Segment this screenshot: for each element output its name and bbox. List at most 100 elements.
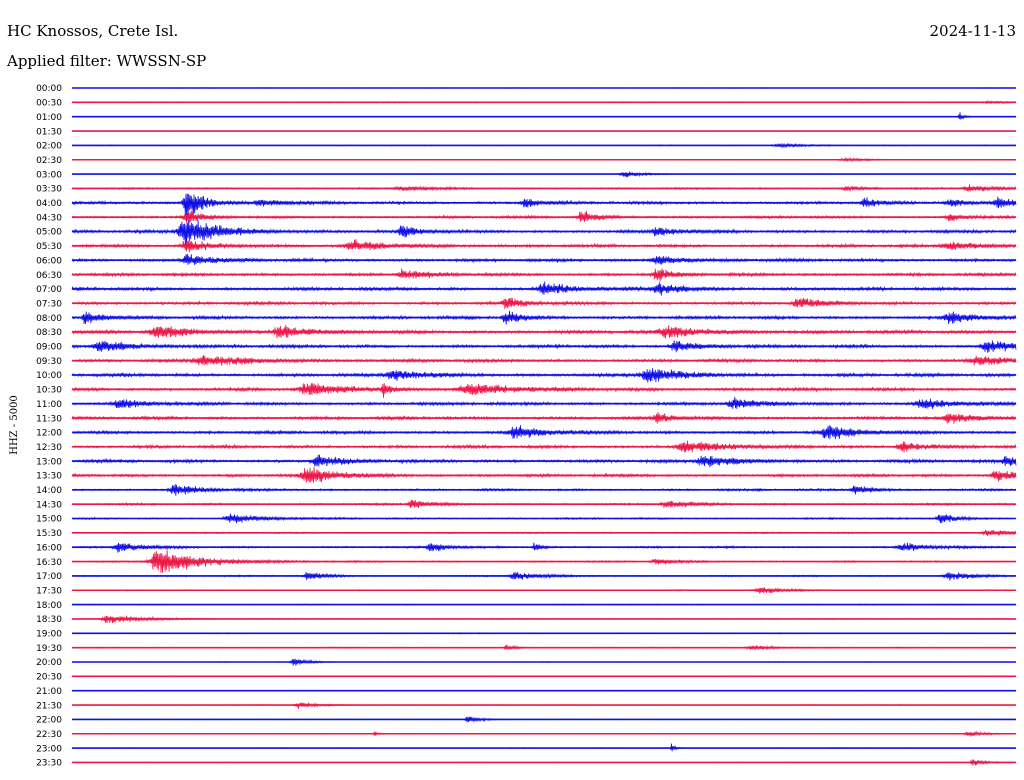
seismic-trace <box>71 454 1017 468</box>
time-tick-label: 06:00 <box>36 256 62 266</box>
seismic-trace <box>71 340 1017 353</box>
time-tick-label: 02:00 <box>36 142 62 152</box>
time-tick-label: 21:30 <box>36 701 62 711</box>
time-tick-label: 19:00 <box>36 630 62 640</box>
seismic-trace <box>71 156 1017 163</box>
time-tick-label: 20:00 <box>36 658 62 668</box>
time-tick-label: 09:30 <box>36 357 62 367</box>
seismic-trace <box>71 716 1017 723</box>
seismic-trace <box>71 355 1017 366</box>
seismic-trace <box>71 87 1017 89</box>
time-tick-label: 11:30 <box>36 414 62 424</box>
seismic-trace <box>71 425 1017 440</box>
seismic-trace <box>71 440 1017 453</box>
time-tick-label: 16:00 <box>36 543 62 553</box>
time-tick-label: 19:30 <box>36 644 62 654</box>
seismic-trace <box>71 730 1017 737</box>
time-tick-label: 10:30 <box>36 386 62 396</box>
time-tick-label: 17:30 <box>36 586 62 596</box>
seismic-trace <box>71 549 1017 573</box>
time-tick-label: 17:00 <box>36 572 62 582</box>
time-tick-label: 05:30 <box>36 242 62 252</box>
time-tick-label: 04:30 <box>36 213 62 223</box>
seismic-trace <box>71 529 1017 536</box>
seismic-trace <box>71 466 1017 483</box>
seismic-trace <box>71 675 1017 678</box>
time-tick-label: 02:30 <box>36 156 62 166</box>
seismic-trace <box>71 499 1017 509</box>
time-tick-label: 01:00 <box>36 113 62 123</box>
time-tick-label: 10:00 <box>36 371 62 381</box>
seismic-trace <box>71 396 1017 410</box>
seismic-trace <box>71 193 1017 219</box>
time-tick-label: 15:00 <box>36 515 62 525</box>
time-tick-label: 08:00 <box>36 314 62 324</box>
seismic-trace <box>71 615 1017 624</box>
time-tick-label: 23:00 <box>36 744 62 754</box>
seismic-trace <box>71 759 1017 766</box>
trace-rows: 00:00 00:30 01:00 01:30 02:00 02:30 03:00 03:30… <box>36 84 1017 769</box>
time-tick-label: 22:30 <box>36 730 62 740</box>
time-tick-label: 12:00 <box>36 429 62 439</box>
time-tick-label: 09:00 <box>36 343 62 353</box>
time-tick-label: 07:30 <box>36 299 62 309</box>
seismic-trace <box>71 239 1017 253</box>
seismic-trace <box>71 219 1017 246</box>
filter-subtitle: Applied filter: WWSSN-SP <box>6 52 206 70</box>
seismic-trace <box>71 411 1017 424</box>
seismic-trace <box>71 702 1017 709</box>
time-tick-label: 06:30 <box>36 271 62 281</box>
seismic-trace <box>71 99 1017 105</box>
time-tick-label: 16:30 <box>36 558 62 568</box>
time-tick-label: 21:00 <box>36 687 62 697</box>
seismic-trace <box>71 324 1017 339</box>
seismic-trace <box>71 130 1017 132</box>
seismic-trace <box>71 184 1017 192</box>
time-tick-label: 08:30 <box>36 328 62 338</box>
time-tick-label: 15:30 <box>36 529 62 539</box>
time-tick-label: 00:30 <box>36 99 62 109</box>
seismic-trace <box>71 281 1017 296</box>
time-tick-label: 14:30 <box>36 500 62 510</box>
y-axis-label: HHZ - 5000 <box>9 395 20 455</box>
time-tick-label: 03:30 <box>36 185 62 195</box>
time-tick-label: 18:00 <box>36 601 62 611</box>
time-tick-label: 22:00 <box>36 716 62 726</box>
time-tick-label: 03:00 <box>36 170 62 180</box>
time-tick-label: 18:30 <box>36 615 62 625</box>
time-tick-label: 05:00 <box>36 228 62 238</box>
seismic-trace <box>71 310 1017 325</box>
seismic-trace <box>71 571 1017 581</box>
time-tick-label: 00:00 <box>36 84 62 94</box>
seismic-trace <box>71 644 1017 651</box>
seismic-trace <box>71 658 1017 666</box>
seismic-trace <box>71 368 1017 383</box>
time-tick-label: 04:00 <box>36 199 62 209</box>
time-tick-label: 13:00 <box>36 457 62 467</box>
seismic-trace <box>71 689 1017 692</box>
time-tick-label: 01:30 <box>36 127 62 137</box>
time-tick-label: 07:00 <box>36 285 62 295</box>
seismic-trace <box>71 383 1017 398</box>
time-tick-label: 11:00 <box>36 400 62 410</box>
time-tick-label: 20:30 <box>36 673 62 683</box>
seismic-trace <box>71 171 1017 178</box>
seismic-trace <box>71 484 1017 496</box>
seismic-trace <box>71 268 1017 282</box>
time-tick-label: 14:00 <box>36 486 62 496</box>
time-tick-label: 12:30 <box>36 443 62 453</box>
seismic-trace <box>71 603 1017 606</box>
seismic-trace <box>71 542 1017 553</box>
time-tick-label: 13:30 <box>36 472 62 482</box>
station-title: HC Knossos, Crete Isl. <box>7 22 178 40</box>
date-label: 2024-11-13 <box>930 22 1016 40</box>
seismic-trace <box>71 632 1017 635</box>
seismic-trace <box>71 253 1017 266</box>
seismic-trace <box>71 513 1017 524</box>
seismic-trace <box>71 142 1017 149</box>
seismic-trace <box>71 587 1017 594</box>
seismic-trace <box>71 297 1017 310</box>
seismic-trace <box>71 210 1017 224</box>
seismic-trace <box>71 112 1017 120</box>
